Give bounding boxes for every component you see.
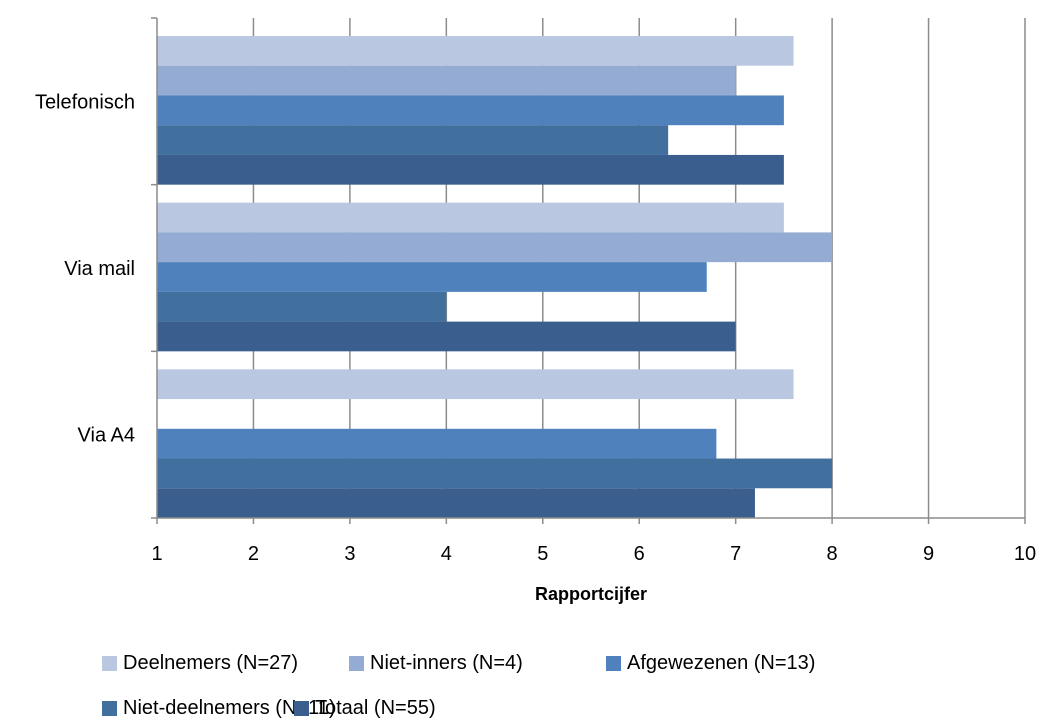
bar-telefonisch-series-0 (157, 36, 794, 66)
x-tick-label-5: 5 (537, 543, 548, 565)
legend-swatch-1 (349, 656, 364, 671)
category-label-via-a4: Via A4 (78, 425, 135, 447)
legend-label-1: Niet-inners (N=4) (370, 652, 523, 674)
legend-item-2: Afgewezenen (N=13) (606, 652, 815, 675)
legend-swatch-0 (102, 656, 117, 671)
bar-via-mail-series-0 (157, 202, 784, 233)
bar-telefonisch-series-3 (157, 125, 669, 155)
legend-swatch-2 (606, 656, 621, 671)
bar-via-mail-series-4 (157, 321, 736, 352)
bar-via-mail-series-2 (157, 262, 707, 292)
x-tick-label-10: 10 (1014, 543, 1036, 565)
legend-item-3: Niet-deelnemers (N=11) (102, 697, 336, 720)
x-tick-label-9: 9 (923, 543, 934, 565)
legend-label-4: Totaal (N=55) (315, 697, 436, 719)
x-tick-label-3: 3 (344, 543, 355, 565)
bar-telefonisch-series-4 (157, 154, 784, 185)
category-label-via-mail: Via mail (64, 258, 135, 280)
bar-via-a4-series-3 (157, 458, 833, 489)
bar-via-mail-series-1 (157, 232, 833, 263)
legend-label-3: Niet-deelnemers (N=11) (123, 697, 336, 719)
bar-telefonisch-series-2 (157, 95, 784, 126)
legend-item-1: Niet-inners (N=4) (349, 652, 523, 675)
x-tick-label-1: 1 (151, 543, 162, 565)
legend-label-0: Deelnemers (N=27) (123, 652, 299, 674)
bar-via-a4-series-0 (157, 369, 794, 400)
bar-via-a4-series-4 (157, 488, 755, 518)
x-tick-label-2: 2 (248, 543, 259, 565)
bar-via-mail-series-3 (157, 291, 447, 322)
x-tick-label-8: 8 (827, 543, 838, 565)
x-tick-label-7: 7 (730, 543, 741, 565)
x-axis-title: Rapportcijfer (535, 584, 647, 604)
category-label-telefonisch: Telefonisch (35, 91, 135, 113)
bar-via-a4-series-2 (157, 428, 717, 459)
x-tick-label-4: 4 (441, 543, 452, 565)
x-tick-label-6: 6 (634, 543, 645, 565)
legend-swatch-4 (294, 701, 309, 716)
legend-item-4: Totaal (N=55) (294, 697, 436, 720)
legend-item-0: Deelnemers (N=27) (102, 652, 298, 675)
bar-telefonisch-series-1 (157, 65, 736, 96)
legend-label-2: Afgewezenen (N=13) (627, 652, 816, 674)
legend-swatch-3 (102, 701, 117, 716)
